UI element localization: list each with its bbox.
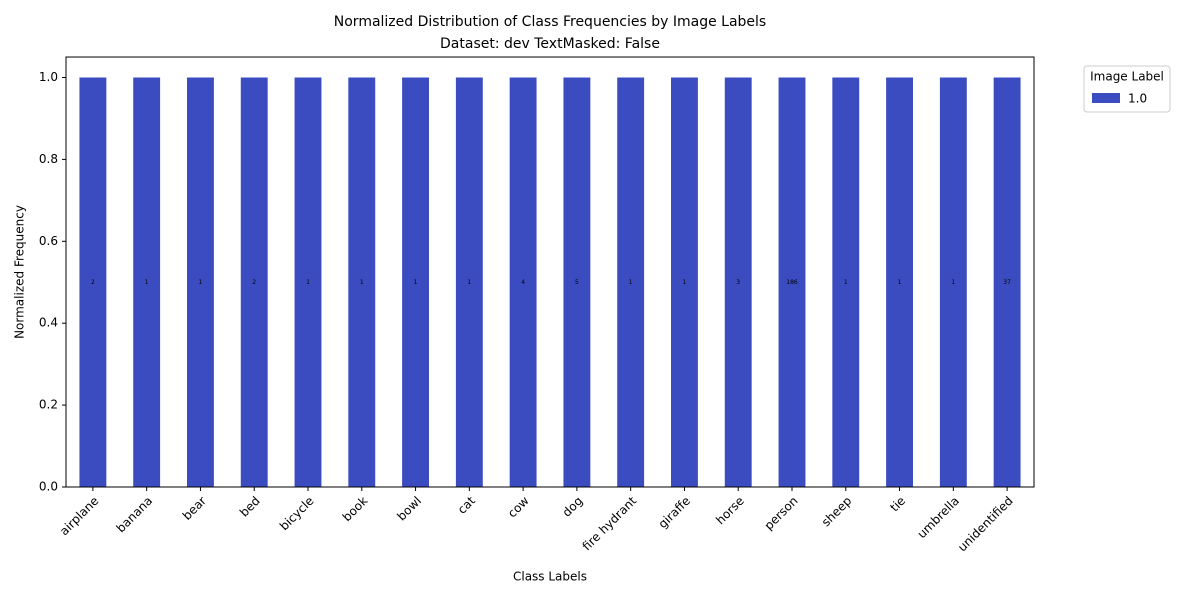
bar bbox=[133, 77, 161, 487]
legend-title: Image Label bbox=[1090, 70, 1164, 84]
y-tick-label: 0.4 bbox=[39, 316, 58, 330]
count-label: 1 bbox=[360, 279, 364, 286]
x-tick-label: book bbox=[340, 494, 371, 525]
count-label: 1 bbox=[306, 279, 310, 286]
x-tick-label: fire hydrant bbox=[580, 493, 640, 553]
count-label: 1 bbox=[629, 279, 633, 286]
count-label: 5 bbox=[575, 279, 579, 286]
y-tick-label: 0.6 bbox=[39, 234, 58, 248]
y-tick-label: 0.2 bbox=[39, 398, 58, 412]
x-tick-label: bicycle bbox=[277, 494, 317, 534]
chart-subtitle: Dataset: dev TextMasked: False bbox=[440, 36, 660, 52]
count-label: 1 bbox=[199, 279, 203, 286]
plot-frame bbox=[65, 56, 1035, 488]
bar bbox=[240, 77, 268, 487]
y-tick-label: 1.0 bbox=[39, 70, 58, 84]
count-label: 1 bbox=[467, 279, 471, 286]
x-tick-label: cow bbox=[505, 494, 532, 521]
bar bbox=[509, 77, 537, 487]
y-tick-label: 0.8 bbox=[39, 152, 58, 166]
bar bbox=[455, 77, 483, 487]
count-label: 186 bbox=[786, 279, 798, 286]
bar bbox=[724, 77, 752, 487]
bar bbox=[671, 77, 698, 487]
count-label: 1 bbox=[898, 279, 902, 286]
x-tick-label: tie bbox=[887, 494, 908, 515]
y-axis-label: Normalized Frequency bbox=[13, 205, 27, 339]
x-tick-label: umbrella bbox=[915, 494, 962, 541]
x-tick-label: unidentified bbox=[955, 494, 1016, 555]
x-tick-label: airplane bbox=[57, 494, 101, 538]
x-tick-label: giraffe bbox=[656, 494, 693, 531]
count-label: 3 bbox=[736, 279, 740, 286]
x-tick-label: banana bbox=[114, 494, 156, 536]
bar bbox=[348, 77, 376, 487]
bar bbox=[832, 77, 860, 487]
count-label: 1 bbox=[951, 279, 955, 286]
x-tick-label: sheep bbox=[819, 494, 855, 530]
bar bbox=[402, 77, 429, 487]
count-label: 2 bbox=[252, 279, 256, 286]
x-axis-label: Class Labels bbox=[513, 570, 587, 584]
x-tick-label: bear bbox=[180, 494, 209, 523]
count-label: 2 bbox=[91, 279, 95, 286]
y-tick-label: 0.0 bbox=[39, 480, 58, 494]
bar bbox=[563, 77, 591, 487]
bar bbox=[778, 77, 806, 487]
legend-label: 1.0 bbox=[1128, 92, 1147, 106]
x-tick-label: cat bbox=[455, 493, 478, 516]
bar bbox=[993, 77, 1021, 487]
legend-swatch bbox=[1092, 93, 1120, 103]
x-tick-label: bowl bbox=[394, 494, 424, 524]
bar bbox=[294, 77, 322, 487]
count-label: 1 bbox=[145, 279, 149, 286]
count-label: 37 bbox=[1003, 279, 1011, 286]
bar bbox=[886, 77, 913, 487]
count-label: 1 bbox=[414, 279, 418, 286]
chart-title: Normalized Distribution of Class Frequen… bbox=[334, 14, 766, 30]
bar bbox=[187, 77, 214, 487]
x-tick-label: bed bbox=[237, 494, 263, 520]
x-tick-label: person bbox=[762, 494, 801, 533]
bar bbox=[939, 77, 967, 487]
count-label: 1 bbox=[844, 279, 848, 286]
count-label: 4 bbox=[521, 279, 525, 286]
count-label: 1 bbox=[683, 279, 687, 286]
x-tick-label: dog bbox=[560, 494, 586, 520]
x-tick-label: horse bbox=[713, 494, 747, 528]
bar bbox=[617, 77, 645, 487]
bar bbox=[79, 77, 107, 487]
